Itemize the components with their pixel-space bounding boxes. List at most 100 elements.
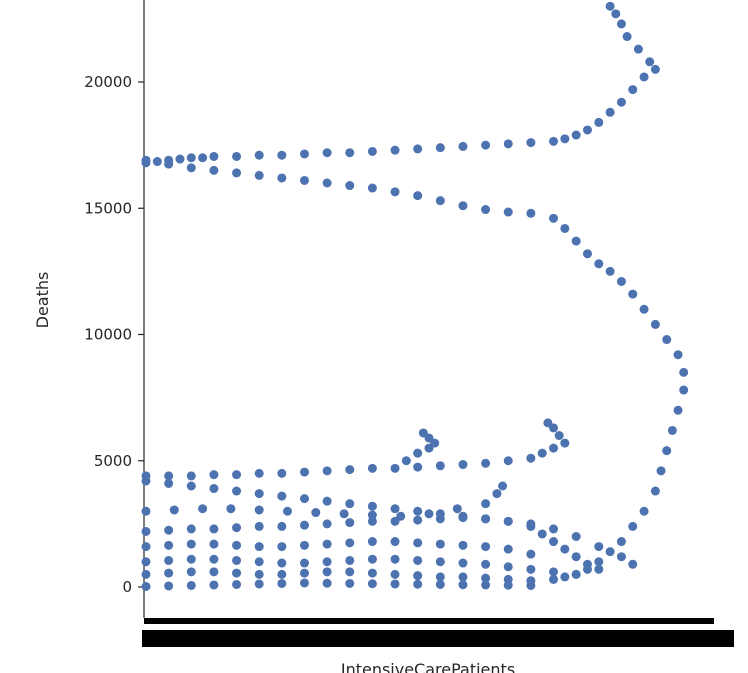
data-point — [667, 425, 677, 435]
data-point — [679, 385, 689, 395]
data-point — [209, 539, 219, 549]
data-point — [498, 481, 508, 491]
data-point — [503, 139, 513, 149]
data-point — [322, 519, 332, 529]
data-point — [345, 518, 355, 528]
data-point — [560, 438, 570, 448]
data-point — [367, 554, 377, 564]
data-point — [594, 259, 604, 269]
data-point — [633, 44, 643, 54]
data-point — [209, 165, 219, 175]
data-point — [141, 506, 151, 516]
data-point — [549, 213, 559, 223]
data-point — [424, 509, 434, 519]
data-point — [526, 521, 536, 531]
data-point — [413, 191, 423, 201]
data-point — [616, 19, 626, 29]
data-point — [481, 559, 491, 569]
data-point — [560, 572, 570, 582]
data-point — [367, 579, 377, 589]
data-point — [458, 141, 468, 151]
data-point — [283, 506, 292, 516]
data-point — [141, 526, 151, 536]
data-point — [413, 144, 423, 154]
data-point — [413, 462, 423, 472]
data-point — [594, 542, 604, 552]
data-point — [582, 559, 592, 569]
y-axis-ticks: 0 5000 10000 15000 20000 — [84, 73, 144, 596]
data-point — [367, 183, 377, 193]
data-point — [254, 170, 264, 180]
data-point — [232, 523, 242, 533]
data-point — [277, 173, 287, 183]
data-point — [458, 572, 468, 582]
data-point — [209, 151, 219, 161]
data-point — [367, 463, 377, 473]
data-point — [299, 467, 309, 477]
data-point — [390, 187, 400, 197]
data-point — [299, 494, 309, 504]
data-point — [186, 163, 196, 173]
data-point — [164, 568, 174, 578]
data-point — [322, 148, 332, 158]
data-point — [481, 514, 491, 524]
data-point — [645, 57, 655, 67]
scatter-points — [141, 1, 689, 591]
data-point — [492, 489, 502, 499]
data-point — [226, 504, 236, 514]
data-point — [345, 465, 355, 475]
data-point — [254, 579, 264, 589]
data-point — [186, 554, 196, 564]
data-point — [413, 538, 423, 548]
data-point — [322, 567, 332, 577]
data-point — [605, 266, 615, 276]
data-point — [554, 431, 564, 440]
data-point — [141, 542, 151, 552]
data-point — [413, 506, 423, 516]
data-point — [169, 505, 179, 515]
data-point — [605, 547, 615, 557]
data-point — [458, 558, 468, 568]
data-point — [232, 540, 242, 550]
data-point — [628, 85, 638, 95]
data-point — [481, 205, 491, 215]
data-point — [435, 196, 445, 206]
data-point — [503, 516, 513, 526]
data-point — [299, 568, 309, 578]
data-point — [345, 499, 355, 509]
data-point — [616, 537, 626, 547]
data-point — [571, 130, 581, 140]
data-point — [458, 580, 468, 590]
data-point — [367, 510, 377, 520]
data-point — [254, 468, 264, 478]
data-point — [543, 418, 553, 428]
data-point — [622, 32, 632, 42]
data-point — [299, 175, 309, 185]
data-point — [164, 471, 174, 481]
data-point — [481, 458, 491, 468]
data-point — [186, 471, 196, 481]
data-point — [277, 491, 287, 501]
data-point — [186, 580, 196, 590]
data-point — [481, 542, 491, 552]
data-point — [582, 125, 592, 135]
data-point — [232, 579, 242, 589]
x-axis-label: IntensiveCarePatients — [341, 660, 515, 673]
data-point — [571, 552, 581, 562]
data-point — [277, 558, 287, 568]
data-point — [458, 540, 468, 550]
data-point — [232, 470, 242, 480]
data-point — [435, 461, 445, 471]
data-point — [639, 506, 649, 516]
data-point — [390, 579, 400, 589]
data-point — [605, 1, 615, 11]
data-point — [254, 521, 264, 531]
data-point — [549, 574, 559, 584]
data-point — [198, 153, 208, 163]
data-point — [560, 544, 570, 554]
data-point — [367, 146, 377, 156]
data-point — [650, 319, 660, 329]
data-point — [254, 489, 264, 499]
data-point — [322, 557, 332, 567]
data-point — [254, 569, 264, 579]
